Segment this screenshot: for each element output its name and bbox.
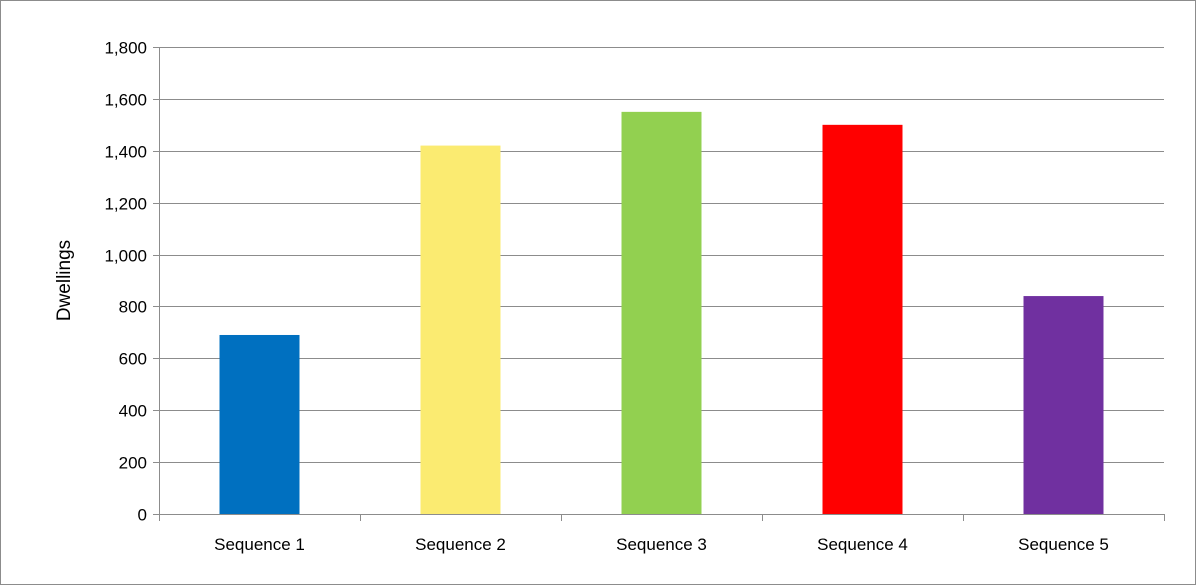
y-tick-label: 0 xyxy=(138,506,147,525)
y-tick-label: 800 xyxy=(119,298,147,317)
y-tick-label: 1,600 xyxy=(104,91,147,110)
y-tick-label: 200 xyxy=(119,454,147,473)
x-tick-label: Sequence 5 xyxy=(1018,535,1109,554)
x-tick-label: Sequence 1 xyxy=(214,535,305,554)
y-tick-label: 400 xyxy=(119,402,147,421)
bar-1 xyxy=(219,334,300,514)
y-tick-label: 1,000 xyxy=(104,247,147,266)
y-tick-label: 1,200 xyxy=(104,195,147,214)
y-axis-title: Dwellings xyxy=(54,240,75,321)
x-tick-label: Sequence 4 xyxy=(817,535,908,554)
bars xyxy=(219,111,1104,515)
x-tick-label: Sequence 3 xyxy=(616,535,707,554)
x-tick-label: Sequence 2 xyxy=(415,535,506,554)
y-tick-label: 1,400 xyxy=(104,143,147,162)
bar-4 xyxy=(822,124,903,514)
axes: 0 200 400 600 800 1,000 1,200 1,400 1,600 1,800 Se… xyxy=(104,39,1165,554)
bar-3 xyxy=(621,111,702,514)
bar-2 xyxy=(420,145,501,515)
y-tick-label: 600 xyxy=(119,350,147,369)
bar-5 xyxy=(1023,296,1104,514)
y-tick-label: 1,800 xyxy=(104,39,147,58)
